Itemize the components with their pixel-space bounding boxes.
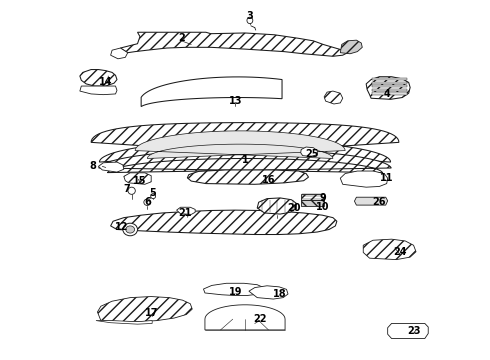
- Polygon shape: [124, 173, 151, 184]
- Polygon shape: [98, 149, 392, 172]
- Text: 10: 10: [317, 202, 330, 212]
- Text: 22: 22: [253, 314, 267, 324]
- Ellipse shape: [151, 194, 156, 199]
- Polygon shape: [96, 320, 152, 324]
- Text: 26: 26: [372, 197, 386, 207]
- Text: 13: 13: [228, 96, 242, 106]
- Polygon shape: [363, 239, 416, 260]
- Text: 4: 4: [383, 89, 390, 99]
- Polygon shape: [301, 194, 324, 200]
- Text: 6: 6: [144, 197, 150, 207]
- Polygon shape: [340, 171, 388, 187]
- Text: 23: 23: [407, 326, 420, 336]
- Ellipse shape: [128, 187, 135, 194]
- Text: 17: 17: [146, 309, 159, 318]
- Polygon shape: [111, 48, 128, 59]
- Polygon shape: [372, 78, 407, 80]
- Ellipse shape: [144, 199, 151, 206]
- Text: 11: 11: [380, 173, 393, 183]
- Text: 21: 21: [179, 208, 192, 218]
- Text: 18: 18: [273, 289, 287, 299]
- Polygon shape: [366, 77, 410, 99]
- Ellipse shape: [123, 223, 138, 236]
- Text: 19: 19: [228, 287, 242, 297]
- Text: 5: 5: [149, 188, 155, 198]
- Text: 9: 9: [320, 193, 326, 203]
- Text: 2: 2: [178, 33, 185, 43]
- Text: 25: 25: [306, 149, 319, 159]
- Polygon shape: [372, 82, 407, 84]
- Text: 7: 7: [123, 184, 130, 194]
- Polygon shape: [257, 198, 296, 214]
- Text: 20: 20: [287, 203, 300, 213]
- Polygon shape: [249, 286, 288, 299]
- Polygon shape: [354, 197, 388, 205]
- Polygon shape: [121, 32, 347, 56]
- Text: 3: 3: [246, 11, 253, 21]
- Text: 8: 8: [89, 161, 96, 171]
- Polygon shape: [205, 305, 285, 330]
- Polygon shape: [372, 93, 407, 95]
- Polygon shape: [135, 131, 345, 158]
- Ellipse shape: [247, 17, 253, 24]
- Polygon shape: [98, 297, 192, 321]
- Polygon shape: [98, 162, 124, 172]
- Polygon shape: [111, 210, 337, 234]
- Text: 1: 1: [242, 155, 248, 165]
- Text: 16: 16: [262, 175, 275, 185]
- Ellipse shape: [126, 226, 135, 233]
- Polygon shape: [80, 69, 117, 86]
- Polygon shape: [187, 170, 309, 184]
- Polygon shape: [203, 283, 265, 296]
- Text: 14: 14: [99, 77, 113, 87]
- Polygon shape: [340, 40, 362, 54]
- Polygon shape: [80, 86, 117, 95]
- Text: 12: 12: [115, 222, 128, 232]
- Polygon shape: [372, 85, 407, 87]
- Text: 24: 24: [393, 247, 407, 257]
- Polygon shape: [324, 91, 343, 104]
- Polygon shape: [141, 77, 282, 107]
- Polygon shape: [91, 123, 399, 162]
- Polygon shape: [372, 89, 407, 91]
- Text: 15: 15: [133, 176, 147, 186]
- Polygon shape: [301, 147, 318, 157]
- Polygon shape: [301, 200, 324, 206]
- Polygon shape: [388, 323, 428, 338]
- Polygon shape: [176, 207, 195, 215]
